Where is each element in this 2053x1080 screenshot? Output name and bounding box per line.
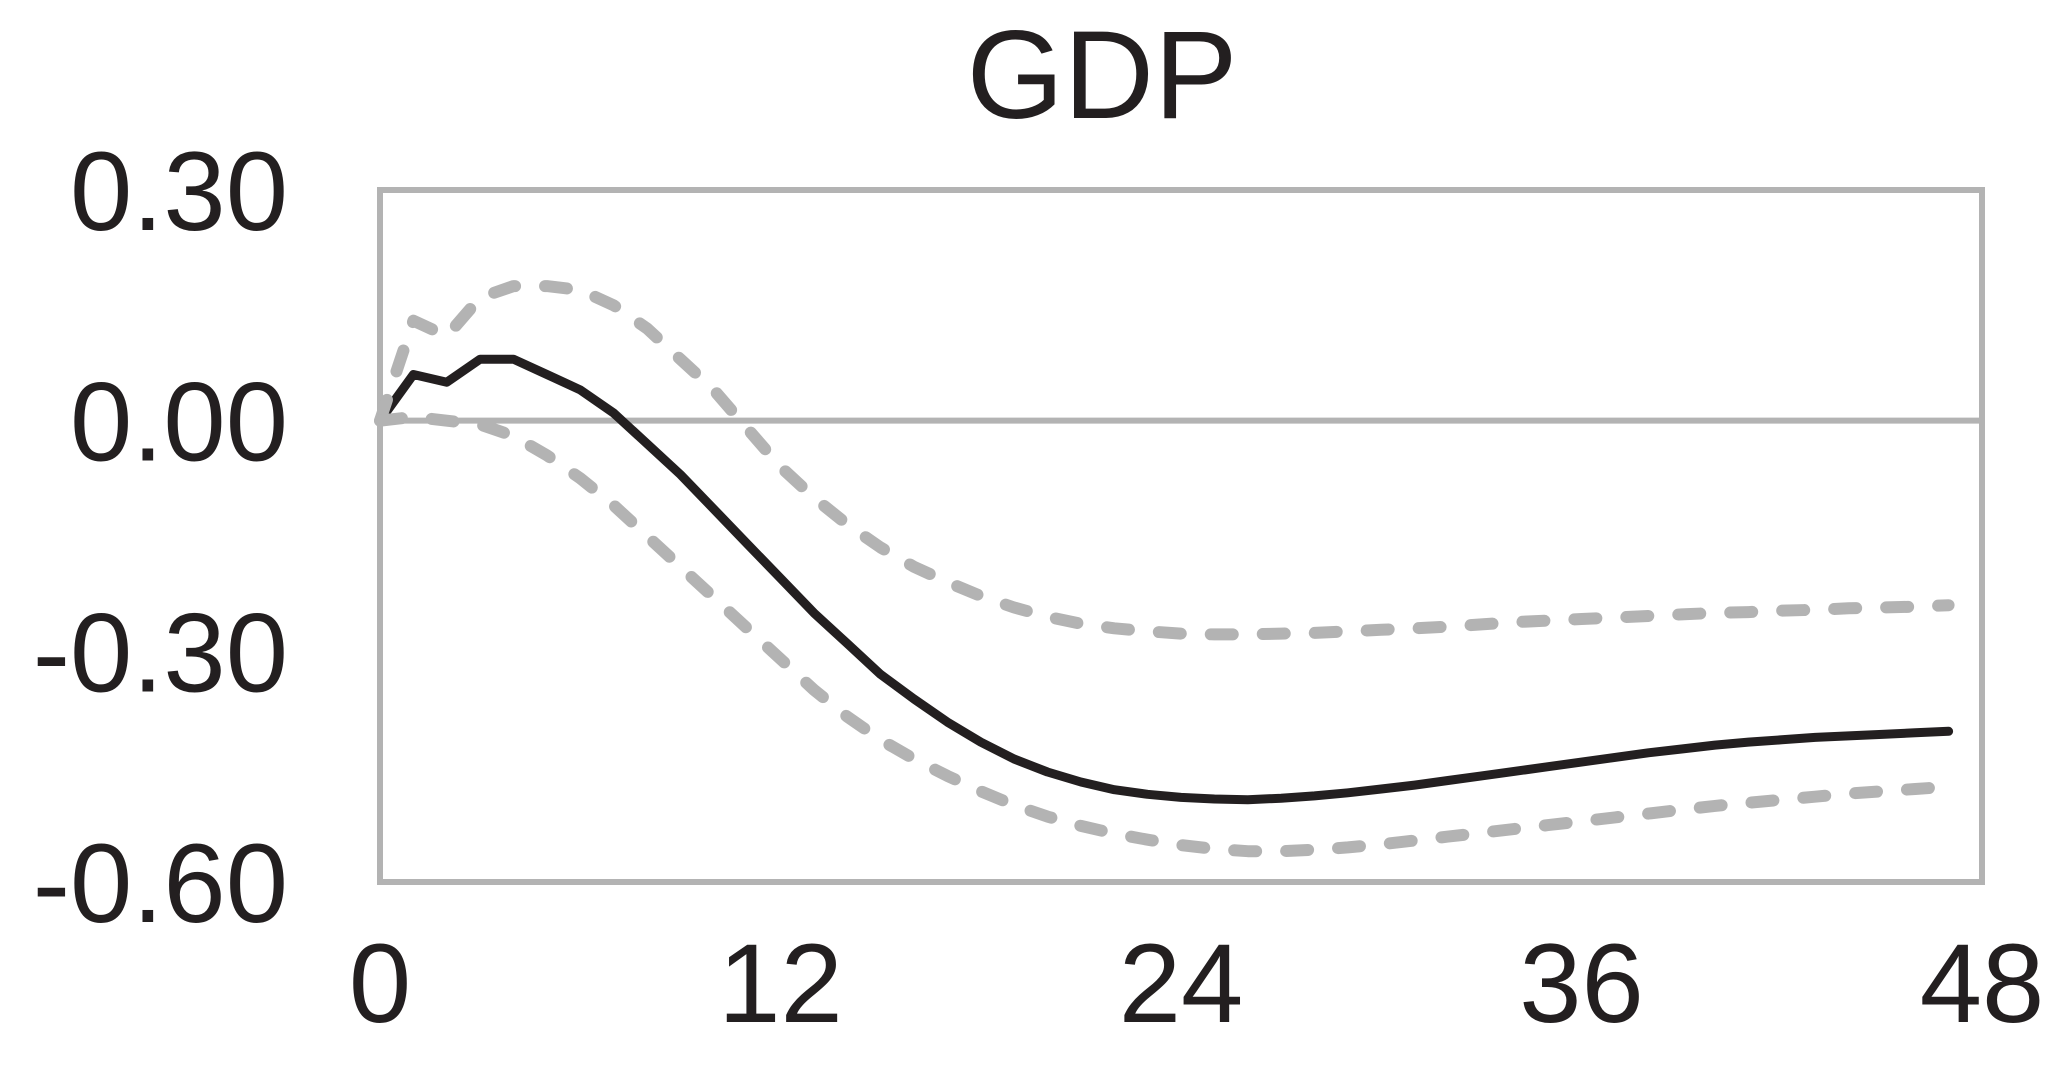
x-tick-label: 12 — [718, 921, 843, 1046]
chart-title: GDP — [967, 6, 1238, 145]
plot-frame — [377, 187, 1985, 885]
y-axis-ticks: 0.30 0.00 -0.30 -0.60 — [33, 129, 288, 946]
x-axis-ticks: 0 12 24 36 48 — [349, 921, 2044, 1046]
x-tick-label: 36 — [1519, 921, 1644, 1046]
upper-band-line — [374, 280, 1955, 641]
series-group — [374, 280, 1955, 858]
x-tick-label: 0 — [349, 921, 411, 1046]
y-tick-label: -0.60 — [33, 821, 288, 946]
y-tick-label: -0.30 — [33, 590, 288, 715]
plot-area — [377, 187, 1985, 885]
x-tick-label: 48 — [1920, 921, 2045, 1046]
response-line — [375, 354, 1954, 805]
x-tick-label: 24 — [1119, 921, 1244, 1046]
y-tick-label: 0.00 — [70, 360, 288, 485]
y-tick-label: 0.30 — [70, 129, 288, 254]
